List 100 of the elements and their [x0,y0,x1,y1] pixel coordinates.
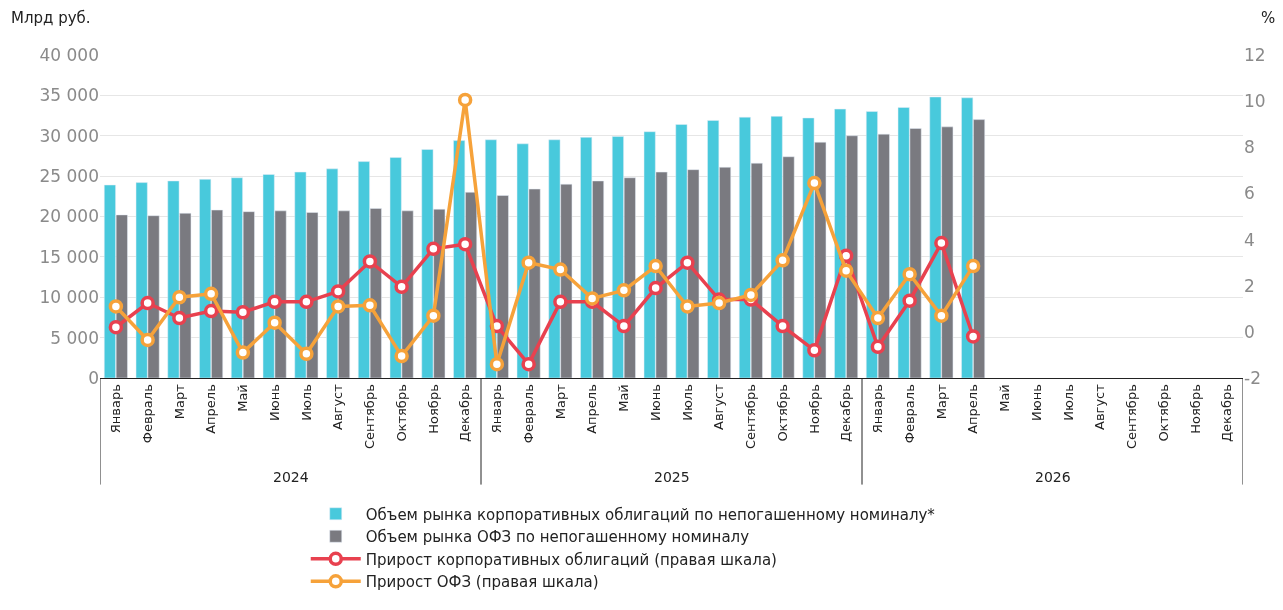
x-tick-label: Декабрь [457,384,473,443]
x-tick-label: Июнь [1028,384,1044,422]
x-tick-label: Июль [298,384,314,421]
y-tick-label: 5 000 [50,327,99,348]
y-tick-label: 25 000 [39,166,99,187]
y-tick-label: 10 000 [39,287,99,308]
point [711,295,727,311]
y-tick-label: 30 000 [39,125,99,146]
point [108,319,124,335]
y2-tick-label: 10 [1244,91,1266,112]
x-tick-label: Август [1092,383,1108,431]
y-tick-label: 0 [88,367,99,388]
point [775,318,790,334]
point [965,258,981,274]
point [870,310,886,326]
x-tick-label: Январь [108,384,124,434]
point [902,293,917,308]
y-tick-label: 20 000 [39,206,99,227]
point [743,287,759,303]
x-tick-label: Август [711,383,727,431]
point [203,286,219,302]
x-tick-label: Сентябрь [1124,384,1140,450]
point [934,235,949,251]
y-axis-title: Млрд руб. [11,9,91,27]
x-tick-label: Март [933,383,949,420]
x-tick-label: Июль [1060,384,1076,421]
x-tick-label: Декабрь [838,384,854,443]
x-tick-label: Октябрь [393,384,409,442]
point [267,294,282,310]
x-tick-label: Сентябрь [362,384,378,450]
point [299,346,314,362]
point [680,299,695,314]
x-tick-label: Июнь [647,384,663,422]
x-tick-label: Январь [489,384,505,434]
point [489,356,505,372]
x-tick-label: Апрель [965,384,981,434]
x-tick-label: Октябрь [774,384,790,442]
x-tick-label: Июнь [266,384,282,422]
point [362,254,378,269]
point [838,263,854,278]
y2-tick-label: 2 [1244,275,1255,296]
point [299,294,314,310]
y-tick-label: 15 000 [39,246,99,267]
point [140,332,155,348]
y2-tick-label: 0 [1244,321,1255,342]
x-tick-label: Ноябрь [1187,384,1203,434]
point [934,308,949,323]
point [584,291,600,306]
point [426,241,441,257]
y-tick-label: 35 000 [39,85,99,106]
point [235,345,251,360]
x-tick-label: Май [997,384,1013,412]
x-tick-label: Май [235,384,251,412]
x-tick-label: Июль [679,384,695,421]
y2-axis-title: % [1261,9,1276,27]
point [807,175,822,191]
point [553,294,568,310]
point [616,318,632,334]
point [330,284,346,299]
x-tick-label: Март [552,383,568,420]
point [680,255,695,270]
point [457,92,473,108]
y2-tick-label: 6 [1244,183,1255,204]
y-tick-label: 40 000 [39,44,99,65]
point [203,303,219,319]
x-tick-label: Сентябрь [743,384,759,450]
point [140,295,155,311]
y2-tick-label: -2 [1244,367,1261,388]
point [457,236,473,252]
point [330,299,346,314]
point [648,280,663,296]
x-tick-label: Февраль [139,384,155,444]
y2-tick-label: 8 [1244,137,1255,158]
point [902,266,917,282]
x-tick-label: Февраль [520,384,536,444]
point [394,279,409,295]
point [807,343,822,358]
x-tick-label: Ноябрь [806,384,822,434]
point [553,262,568,277]
legend-label: Прирост ОФЗ (правая шкала) [365,573,599,592]
legend-label: Объем рынка корпоративных облигаций по непогашенному номиналу* [365,505,936,524]
text: 2026 [1035,469,1071,485]
x-tick-label: Май [616,384,632,412]
point [965,329,981,344]
legend-label: Прирост корпоративных облигаций (правая шкала) [365,550,777,569]
x-tick-label: Январь [870,384,886,434]
x-tick-label: Март [171,383,187,420]
y2-tick-label: 4 [1244,229,1255,250]
point [521,255,536,270]
x-tick-label: Ноябрь [425,384,441,434]
x-tick-label: Октябрь [1155,384,1171,442]
text: 2024 [273,469,309,485]
x-tick-label: Декабрь [1219,384,1235,443]
point [870,339,886,355]
point [235,305,251,320]
point [172,310,187,326]
x-tick-label: Апрель [584,384,600,434]
x-tick-label: Февраль [901,384,917,444]
point [362,298,378,313]
point [267,315,282,330]
